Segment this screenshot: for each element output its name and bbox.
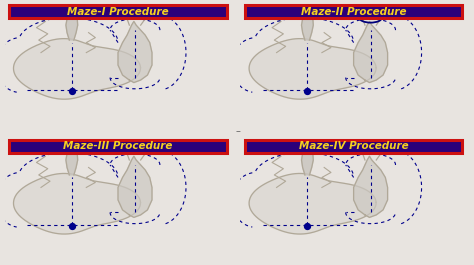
Text: Maze-II Procedure: Maze-II Procedure — [301, 7, 406, 16]
FancyBboxPatch shape — [9, 140, 227, 153]
Polygon shape — [249, 39, 376, 99]
Polygon shape — [301, 15, 313, 40]
Text: Maze-IV Procedure: Maze-IV Procedure — [299, 141, 409, 151]
Text: Maze-I Procedure: Maze-I Procedure — [67, 7, 169, 16]
Text: Maze-III Procedure: Maze-III Procedure — [64, 141, 173, 151]
FancyBboxPatch shape — [9, 5, 227, 18]
Polygon shape — [118, 156, 152, 217]
Polygon shape — [249, 174, 376, 234]
Point — [303, 223, 311, 228]
FancyBboxPatch shape — [245, 140, 462, 153]
Polygon shape — [13, 174, 140, 234]
Text: –: – — [236, 126, 240, 136]
Polygon shape — [301, 150, 313, 175]
Polygon shape — [66, 15, 78, 40]
Polygon shape — [118, 21, 152, 83]
Point — [303, 89, 311, 93]
FancyBboxPatch shape — [245, 5, 462, 18]
Point — [68, 223, 75, 228]
Polygon shape — [354, 21, 388, 83]
Polygon shape — [13, 39, 140, 99]
Polygon shape — [354, 156, 388, 217]
Polygon shape — [66, 150, 78, 175]
Point — [68, 89, 75, 93]
